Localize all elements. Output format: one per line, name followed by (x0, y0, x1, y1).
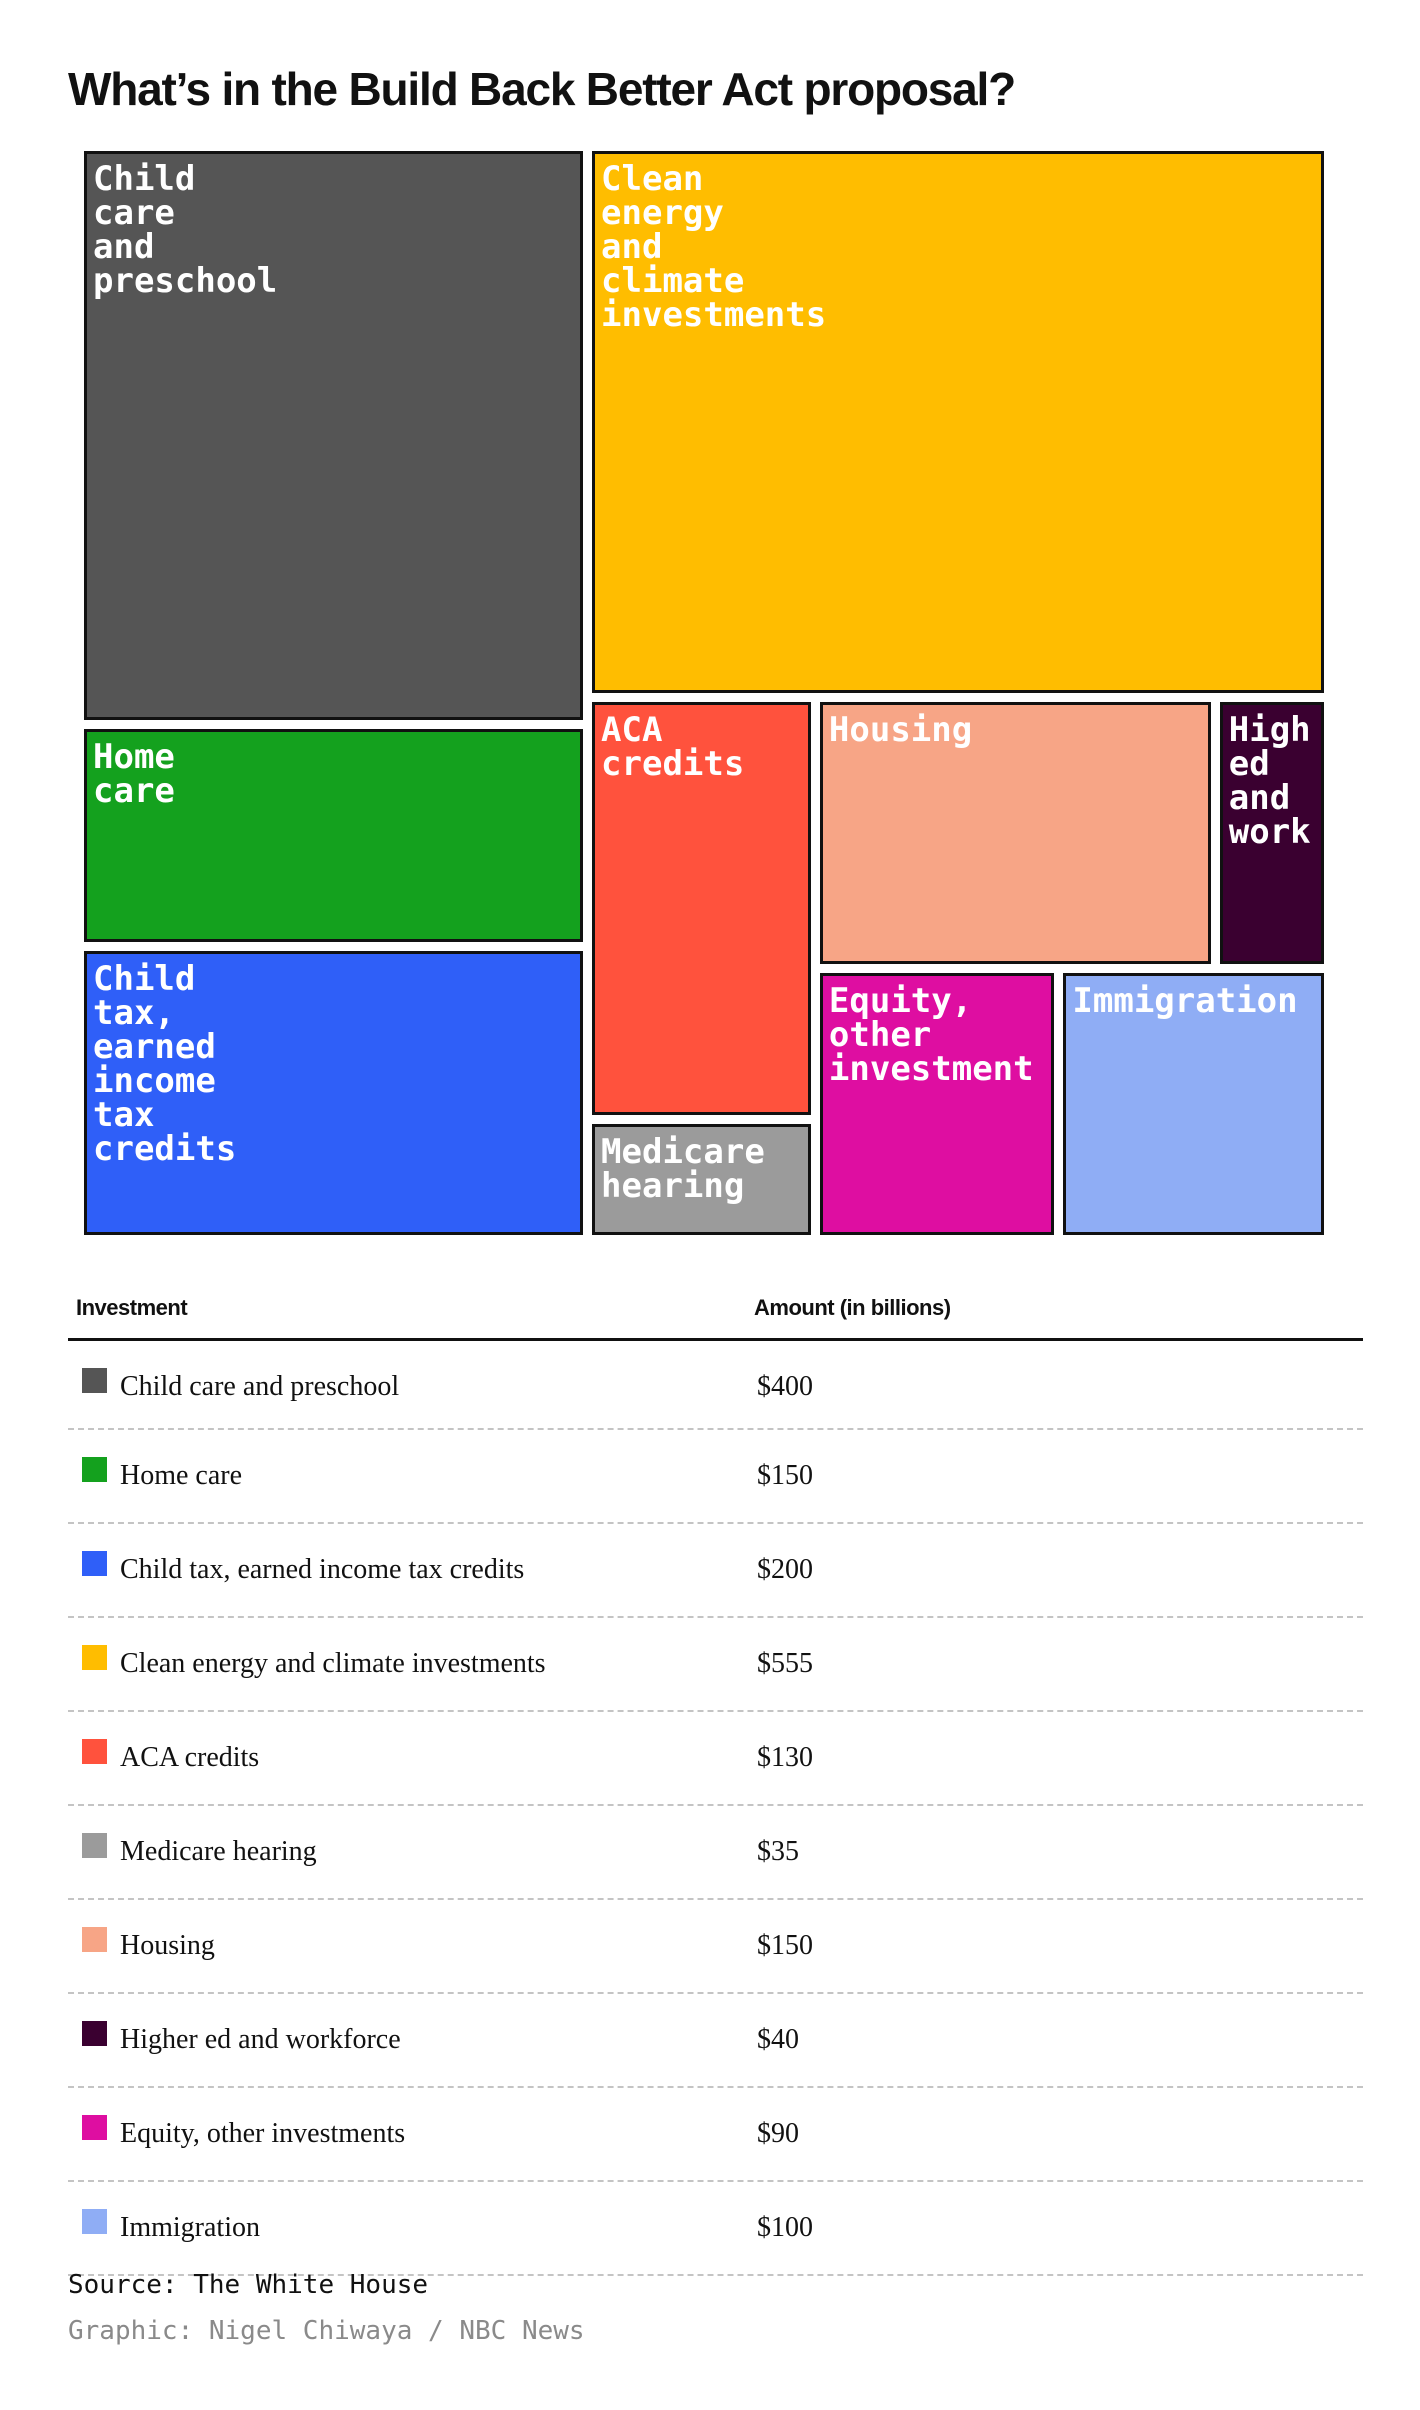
color-swatch (82, 1739, 107, 1764)
treemap-tile-label: Housing (828, 710, 973, 751)
source-note: Source: The White House (68, 2270, 429, 2300)
row-amount: $40 (757, 2024, 799, 2055)
treemap-tile-label: Clean energy and climate investments (601, 159, 827, 335)
treemap-tile-medicare-hearing: Medicare hearing (592, 1123, 811, 1235)
treemap-tile-aca-credits: ACA credits (592, 702, 811, 1115)
table-row: Higher ed and workforce $40 (68, 1994, 1363, 2088)
table-row: Child care and preschool $400 (68, 1341, 1363, 1430)
treemap-tile-label: Child care and preschool (93, 159, 278, 301)
row-investment: Clean energy and climate investments (120, 1648, 546, 1679)
table-header: Investment Amount (in billions) (68, 1285, 1363, 1341)
table-row: Child tax, earned income tax credits $20… (68, 1524, 1363, 1618)
graphic-credit: Graphic: Nigel Chiwaya / NBC News (68, 2316, 585, 2346)
table-row: Equity, other investments $90 (68, 2088, 1363, 2182)
row-investment: Immigration (120, 2212, 260, 2243)
investment-table: Investment Amount (in billions) Child ca… (68, 1285, 1363, 2276)
row-amount: $150 (757, 1930, 813, 1961)
row-amount: $200 (757, 1554, 813, 1585)
column-header-amount: Amount (in billions) (754, 1295, 951, 1320)
row-investment: Child tax, earned income tax credits (120, 1554, 525, 1585)
row-investment: Housing (120, 1930, 215, 1961)
treemap-tile-child-care: Child care and preschool (84, 151, 584, 720)
row-investment: Home care (120, 1460, 243, 1491)
row-investment: Equity, other investments (120, 2118, 406, 2149)
treemap-tile-clean-energy: Clean energy and climate investments (592, 151, 1324, 694)
table-row: Immigration $100 (68, 2182, 1363, 2276)
treemap: Child care and preschool Clean energy an… (84, 151, 1324, 1235)
color-swatch (82, 2209, 107, 2234)
row-amount: $100 (757, 2212, 813, 2243)
row-amount: $90 (757, 2118, 799, 2149)
treemap-tile-label: Medicare hearing (601, 1131, 765, 1206)
treemap-tile-home-care: Home care (84, 728, 584, 942)
table-body: Child care and preschool $400 Home care … (68, 1341, 1363, 2276)
row-investment: Higher ed and workforce (120, 2024, 401, 2055)
chart-title: What’s in the Build Back Better Act prop… (68, 63, 1016, 115)
row-amount: $400 (757, 1371, 813, 1402)
color-swatch (82, 1368, 107, 1393)
color-swatch (82, 1833, 107, 1858)
table-row: Home care $150 (68, 1430, 1363, 1524)
color-swatch (82, 1551, 107, 1576)
column-header-investment: Investment (76, 1295, 188, 1320)
treemap-tile-label: Child tax, earned income tax credits (93, 958, 237, 1169)
table-row: Housing $150 (68, 1900, 1363, 1994)
treemap-tile-label: Equity, other investment (828, 981, 1034, 1090)
treemap-tile-label: Immigration (1072, 981, 1298, 1022)
table-row: Clean energy and climate investments $55… (68, 1618, 1363, 1712)
treemap-tile-immigration: Immigration (1063, 973, 1324, 1235)
row-amount: $150 (757, 1460, 813, 1491)
treemap-tile-label: High ed and work (1228, 710, 1311, 853)
treemap-tile-higher-ed: High ed and work (1219, 702, 1324, 965)
row-amount: $130 (757, 1742, 813, 1773)
color-swatch (82, 1457, 107, 1482)
row-investment: Child care and preschool (120, 1371, 400, 1402)
row-investment: ACA credits (120, 1742, 260, 1773)
color-swatch (82, 1645, 107, 1670)
treemap-tile-label: Home care (93, 736, 175, 811)
color-swatch (82, 2115, 107, 2140)
treemap-tile-equity: Equity, other investment (819, 973, 1055, 1235)
row-amount: $35 (757, 1836, 799, 1867)
table-row: Medicare hearing $35 (68, 1806, 1363, 1900)
row-amount: $555 (757, 1648, 813, 1679)
row-investment: Medicare hearing (120, 1836, 317, 1867)
table-row: ACA credits $130 (68, 1712, 1363, 1806)
treemap-tile-child-tax-credits: Child tax, earned income tax credits (84, 950, 584, 1235)
color-swatch (82, 1927, 107, 1952)
treemap-tile-label: ACA credits (601, 710, 745, 785)
treemap-tile-housing: Housing (819, 702, 1211, 965)
color-swatch (82, 2021, 107, 2046)
